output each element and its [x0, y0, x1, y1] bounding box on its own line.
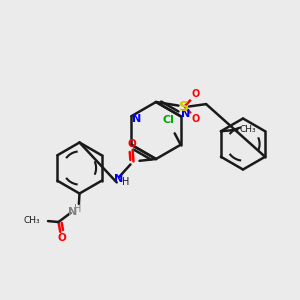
Text: CH₃: CH₃ — [240, 125, 256, 134]
Text: H: H — [74, 204, 82, 214]
Text: CH₃: CH₃ — [24, 216, 40, 225]
Text: O: O — [192, 89, 200, 99]
Text: N: N — [182, 109, 191, 119]
Text: N: N — [132, 114, 141, 124]
Text: Cl: Cl — [163, 115, 175, 125]
Text: O: O — [57, 232, 66, 243]
Text: H: H — [122, 177, 129, 188]
Text: N: N — [114, 173, 123, 184]
Text: O: O — [128, 139, 136, 149]
Text: N: N — [68, 207, 77, 218]
Text: S: S — [179, 100, 190, 113]
Text: O: O — [192, 114, 200, 124]
